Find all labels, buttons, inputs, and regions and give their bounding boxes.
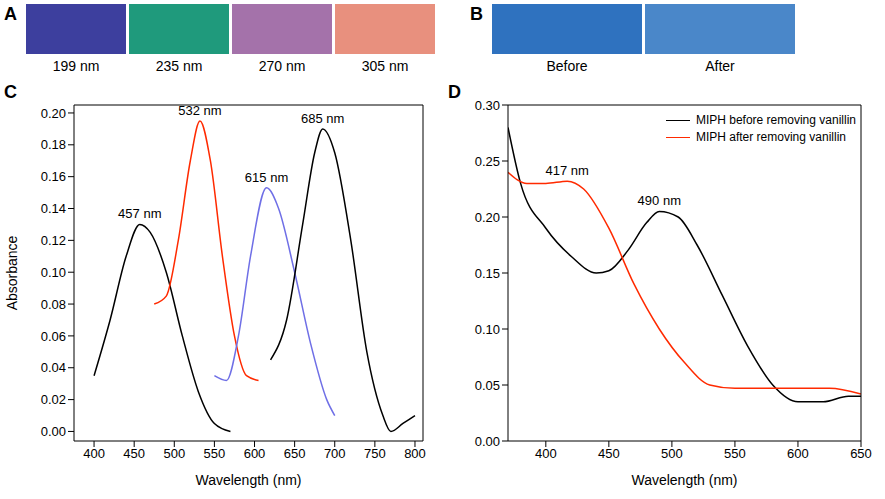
svg-text:400: 400 xyxy=(535,446,557,461)
svg-text:650: 650 xyxy=(850,446,872,461)
svg-text:Wavelength (nm): Wavelength (nm) xyxy=(631,472,737,488)
svg-text:450: 450 xyxy=(123,446,145,461)
svg-text:0.25: 0.25 xyxy=(475,154,500,169)
svg-text:0.00: 0.00 xyxy=(475,434,500,449)
html-text:After: After xyxy=(705,58,735,74)
svg-text:0.00: 0.00 xyxy=(41,424,66,439)
svg-text:500: 500 xyxy=(163,446,185,461)
svg-text:0.04: 0.04 xyxy=(41,360,66,375)
svg-text:750: 750 xyxy=(364,446,386,461)
html-text:235 nm: 235 nm xyxy=(155,58,203,74)
svg-text:615 nm: 615 nm xyxy=(245,170,288,185)
svg-text:Absorbance: Absorbance xyxy=(4,235,20,310)
svg-text:0.02: 0.02 xyxy=(41,392,66,407)
svg-text:550: 550 xyxy=(204,446,226,461)
html-text:199 nm: 199 nm xyxy=(52,58,100,74)
svg-text:450: 450 xyxy=(598,446,620,461)
html-text:B: B xyxy=(470,4,483,24)
svg-text:417 nm: 417 nm xyxy=(546,163,589,178)
svg-text:0.20: 0.20 xyxy=(475,210,500,225)
svg-text:0.15: 0.15 xyxy=(475,266,500,281)
html-text:MIPH after removing vanillin: MIPH after removing vanillin xyxy=(695,130,846,144)
svg-text:600: 600 xyxy=(244,446,266,461)
svg-text:490 nm: 490 nm xyxy=(638,193,681,208)
svg-text:457 nm: 457 nm xyxy=(118,206,161,221)
svg-text:532 nm: 532 nm xyxy=(178,103,221,118)
svg-text:0.10: 0.10 xyxy=(475,322,500,337)
html-text:270 nm: 270 nm xyxy=(258,58,306,74)
svg-text:Wavelength (nm): Wavelength (nm) xyxy=(195,472,301,488)
svg-text:0.06: 0.06 xyxy=(41,329,66,344)
html-text:MIPH before removing vanillin: MIPH before removing vanillin xyxy=(695,113,856,127)
svg-text:550: 550 xyxy=(724,446,746,461)
svg-text:0.30: 0.30 xyxy=(475,98,500,113)
svg-text:500: 500 xyxy=(661,446,683,461)
svg-text:0.05: 0.05 xyxy=(475,378,500,393)
svg-text:0.08: 0.08 xyxy=(41,297,66,312)
svg-text:400: 400 xyxy=(83,446,105,461)
svg-text:0.18: 0.18 xyxy=(41,137,66,152)
html-text:Before: Before xyxy=(546,58,588,74)
svg-text:0.16: 0.16 xyxy=(41,169,66,184)
svg-text:0.14: 0.14 xyxy=(41,201,66,216)
svg-text:0.20: 0.20 xyxy=(41,106,66,121)
svg-text:600: 600 xyxy=(787,446,809,461)
svg-text:0.10: 0.10 xyxy=(41,265,66,280)
html-text:A: A xyxy=(4,4,17,24)
html-text:C: C xyxy=(4,82,17,102)
html-text:D: D xyxy=(448,82,461,102)
html-text:305 nm: 305 nm xyxy=(361,58,409,74)
svg-text:685 nm: 685 nm xyxy=(301,111,344,126)
svg-text:650: 650 xyxy=(284,446,306,461)
svg-text:800: 800 xyxy=(404,446,426,461)
svg-text:0.12: 0.12 xyxy=(41,233,66,248)
svg-text:700: 700 xyxy=(324,446,346,461)
